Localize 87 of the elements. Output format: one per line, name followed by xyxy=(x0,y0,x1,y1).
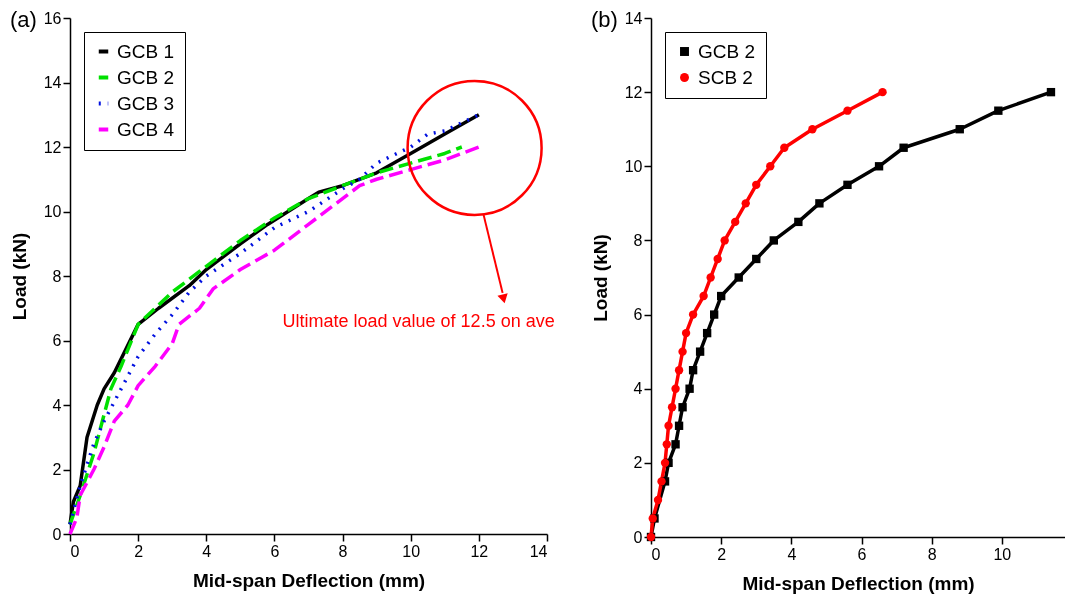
point xyxy=(752,254,761,264)
y-tick-label: 14 xyxy=(624,9,643,27)
point xyxy=(994,106,1003,115)
point xyxy=(671,384,680,393)
y-tick-label: 14 xyxy=(43,74,62,91)
x-tick-label: 10 xyxy=(993,545,1012,563)
x-tick-label: 8 xyxy=(338,542,348,560)
point xyxy=(695,347,705,356)
y-tick-label: 6 xyxy=(52,332,62,349)
x-axis-title: Mid-span Deflection (mm) xyxy=(742,572,975,594)
point xyxy=(699,291,708,301)
point xyxy=(766,162,775,171)
point xyxy=(688,310,698,319)
point xyxy=(780,143,789,152)
y-tick-label: 16 xyxy=(43,9,62,27)
point xyxy=(667,403,677,412)
y-axis-title: Load (kN) xyxy=(589,234,611,322)
y-tick-label: 10 xyxy=(624,157,643,175)
legend-label: GCB 3 xyxy=(117,92,175,114)
x-tick-label: 6 xyxy=(857,545,867,563)
point xyxy=(674,366,684,375)
point xyxy=(688,366,698,375)
point xyxy=(657,477,666,486)
point xyxy=(1046,87,1056,97)
point xyxy=(678,403,687,412)
legend-label: GCB 2 xyxy=(117,66,175,88)
point xyxy=(678,347,687,356)
x-tick-label: 6 xyxy=(270,542,280,560)
x-tick-label: 8 xyxy=(927,545,937,563)
point xyxy=(685,384,694,393)
x-tick-label: 2 xyxy=(134,542,144,560)
point xyxy=(843,180,852,190)
point xyxy=(734,273,743,282)
x-tick-label: 12 xyxy=(470,542,489,560)
annotation: Ultimate load value of 12.5 on ave xyxy=(282,310,555,331)
point xyxy=(843,106,852,115)
point xyxy=(660,458,670,468)
legend-label: GCB 1 xyxy=(117,40,175,62)
y-tick-label: 0 xyxy=(633,528,643,546)
point xyxy=(720,236,729,245)
y-tick-label: 8 xyxy=(52,267,62,285)
point xyxy=(713,254,722,264)
y-tick-label: 6 xyxy=(633,306,643,324)
y-axis-title: Load (kN) xyxy=(8,232,30,321)
x-tick-label: 10 xyxy=(402,542,421,560)
x-tick-label: 4 xyxy=(202,542,212,560)
point xyxy=(674,421,684,430)
point xyxy=(815,199,824,208)
point xyxy=(955,125,964,134)
point xyxy=(752,180,761,189)
y-tick-label: 12 xyxy=(43,138,62,156)
legend-label: GCB 4 xyxy=(117,118,175,140)
point xyxy=(878,87,887,97)
x-tick-label: 4 xyxy=(787,545,797,563)
x-tick-label: 14 xyxy=(529,542,548,560)
point xyxy=(716,291,726,301)
legend-label: SCB 2 xyxy=(698,66,753,88)
point xyxy=(874,162,884,171)
point xyxy=(794,217,803,227)
legend-label: GCB 2 xyxy=(698,40,756,62)
point xyxy=(706,273,715,282)
y-tick-label: 8 xyxy=(633,231,643,249)
point xyxy=(709,310,719,319)
y-tick-label: 10 xyxy=(43,203,62,220)
x-tick-label: 2 xyxy=(717,545,727,563)
point xyxy=(662,440,671,449)
point xyxy=(731,217,740,227)
y-tick-label: 12 xyxy=(624,83,643,101)
y-tick-label: 4 xyxy=(52,396,62,414)
y-tick-label: 4 xyxy=(633,380,643,398)
y-tick-label: 2 xyxy=(633,454,643,472)
point xyxy=(808,125,817,134)
point xyxy=(899,143,908,152)
chart-title: (b) xyxy=(591,7,618,32)
y-tick-label: 0 xyxy=(52,525,62,543)
point xyxy=(653,495,663,505)
y-tick-label: 2 xyxy=(52,461,62,478)
point xyxy=(664,421,673,430)
point xyxy=(741,199,750,208)
point xyxy=(702,328,712,338)
x-axis-title: Mid-span Deflection (mm) xyxy=(192,569,426,591)
chart-title: (a) xyxy=(10,7,37,32)
point xyxy=(769,236,778,245)
x-tick-label: 0 xyxy=(651,545,661,563)
point xyxy=(681,328,691,338)
x-tick-label: 0 xyxy=(70,542,80,560)
point xyxy=(671,440,680,449)
